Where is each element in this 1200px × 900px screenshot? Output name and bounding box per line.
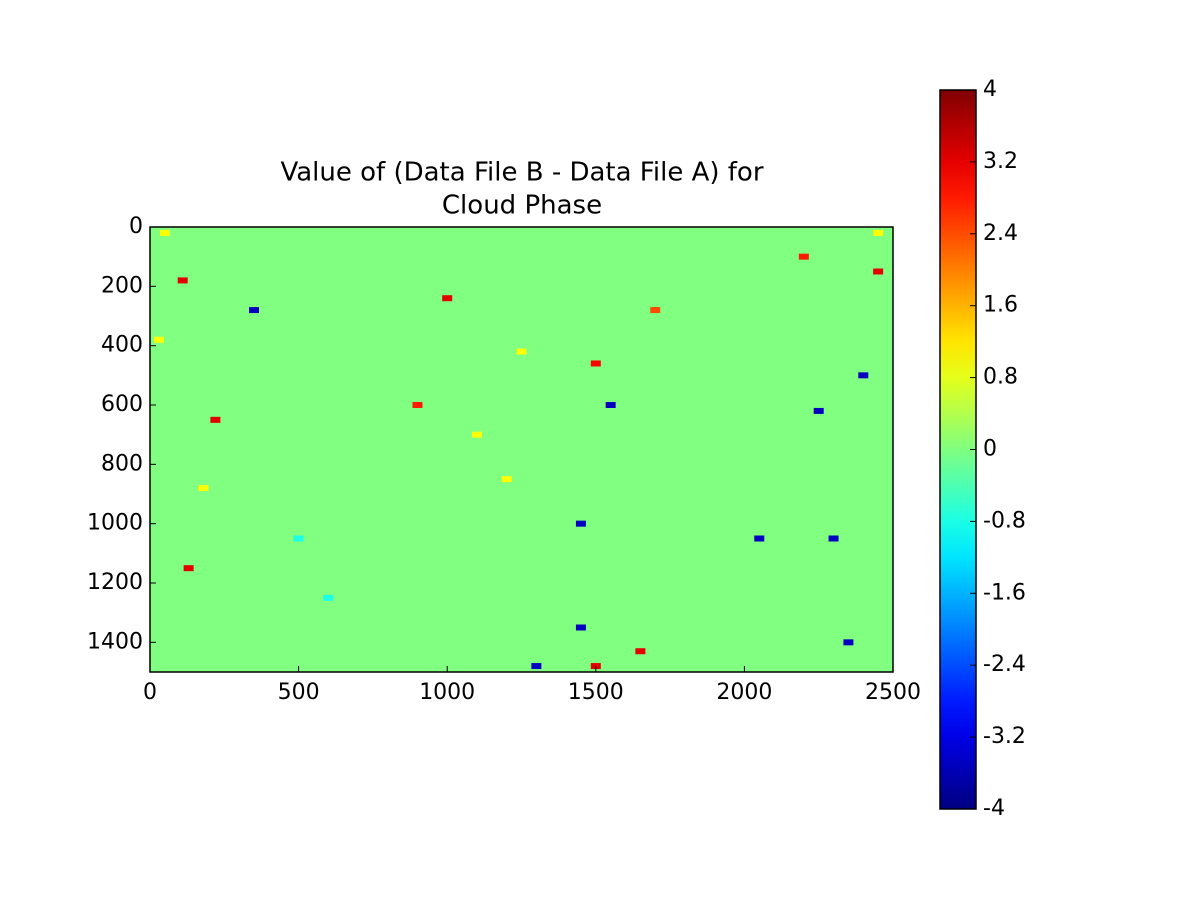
x-tick-label: 500 [278,680,320,705]
cell [153,336,164,343]
colorbar-tick-label: 0 [983,437,997,462]
plot-frame [149,226,894,673]
cell [575,520,586,527]
cell [501,476,512,483]
colorbar-tick-label: 2.4 [983,221,1018,246]
cell [210,416,221,423]
y-tick-label: 1200 [87,570,143,595]
y-tick-label: 200 [101,273,143,298]
colorbar-tick-label: -2.4 [983,652,1026,677]
colorbar-tick-label: 4 [983,77,997,102]
colorbar-tick-label: -4 [983,796,1005,821]
cell [635,648,646,655]
colorbar-tick-label: -0.8 [983,508,1026,533]
colorbar-tick-label: -3.2 [983,724,1026,749]
x-tick-label: 2500 [865,680,921,705]
y-tick-label: 1000 [87,511,143,536]
x-tick-label: 1500 [568,680,624,705]
cell [471,431,482,438]
cell [798,253,809,260]
cell [183,565,194,572]
y-tick-label: 800 [101,451,143,476]
cell [590,360,601,367]
cell [650,307,661,314]
cell [605,402,616,408]
cell [177,277,188,284]
cell [442,295,453,302]
cell [412,402,423,408]
colorbar-tick-label: -1.6 [983,580,1026,605]
cell [754,535,765,542]
cell [873,268,884,275]
cell [293,535,304,542]
colorbar-tick-label: 1.6 [983,293,1018,318]
cell [516,348,527,355]
y-tick-label: 0 [129,214,143,239]
cell [198,485,209,492]
cell [159,229,170,236]
cell [873,229,884,236]
chart-title: Cloud Phase [442,191,602,221]
x-tick-label: 1000 [419,680,475,705]
cell [858,372,869,379]
chart-title: Value of (Data File B - Data File A) for [280,158,763,188]
cell [323,594,334,601]
cell [531,663,542,670]
y-tick-label: 400 [101,333,143,358]
cell [828,535,839,542]
y-tick-label: 600 [101,392,143,417]
x-tick-label: 2000 [716,680,772,705]
x-tick-label: 0 [143,680,157,705]
colorbar-tick-label: 3.2 [983,149,1018,174]
cell [843,639,854,646]
cell [813,407,824,414]
y-tick-label: 1400 [87,629,143,654]
cell [575,624,586,631]
background-field [150,227,893,672]
colorbar-tick-label: 0.8 [983,365,1018,390]
cell [249,307,260,314]
